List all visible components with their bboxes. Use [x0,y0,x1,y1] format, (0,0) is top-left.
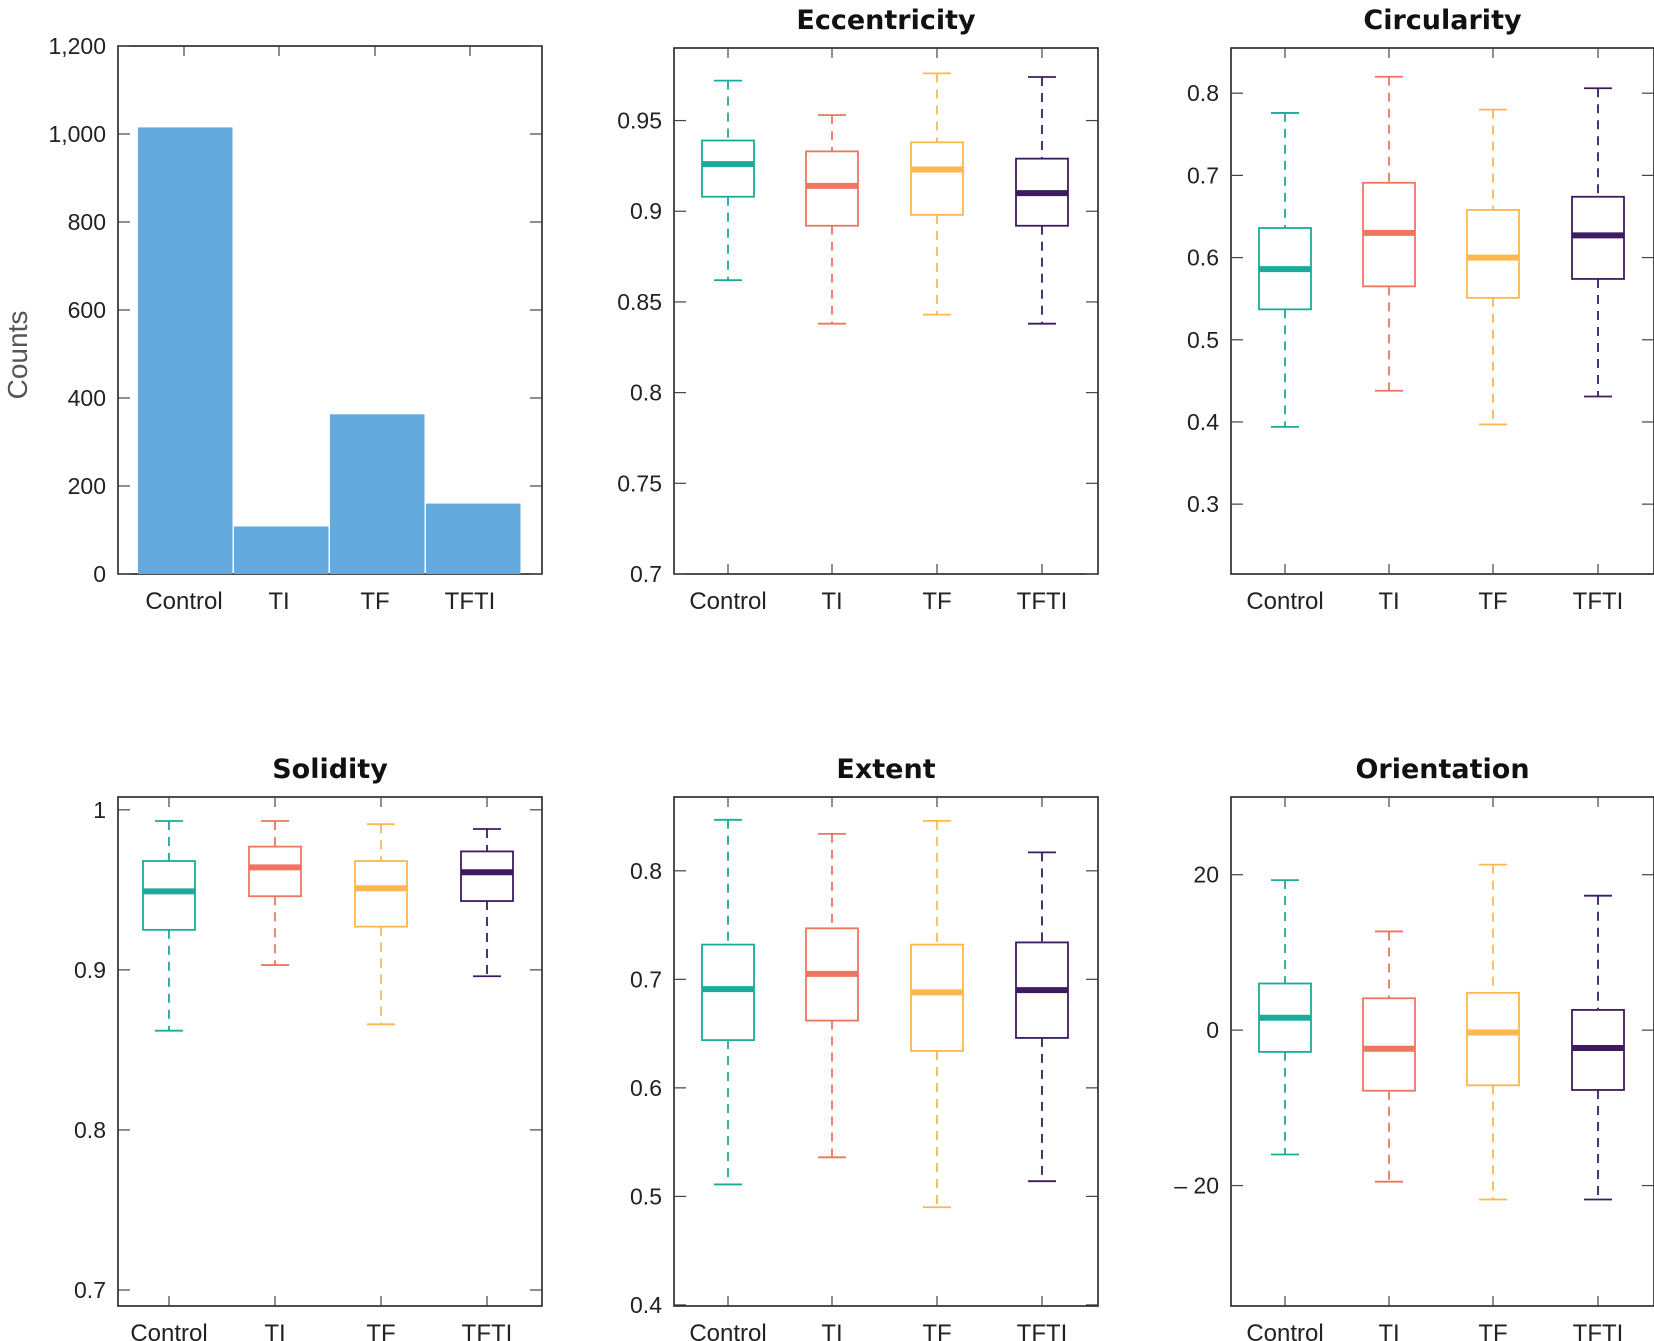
y-tick-label: 0.75 [617,470,662,496]
box-control [701,139,755,198]
x-tick-label: Control [689,588,766,615]
x-tick-label: TI [268,588,289,615]
y-tick-label: 0.7 [1187,162,1219,188]
panel-extent: Extent 0.4 0.5 0.6 0.7 0.8 Control TI TF TFTI [630,754,1099,1341]
bar-tf [330,414,425,574]
x-tick-label: Control [1246,588,1323,615]
x-tick-label: TFTI [445,588,496,615]
chart-title: Eccentricity [796,5,976,36]
x-tick-label: Control [689,1320,766,1341]
y-tick-label: 0.95 [617,108,662,134]
y-tick-label: 0.7 [630,561,662,587]
y-tick-label: 1,000 [48,121,106,147]
y-tick-label: 0.8 [630,858,662,884]
x-tick-label: TF [1478,1320,1507,1341]
y-tick-label: 0.4 [630,1292,662,1318]
x-tick-label: TI [264,1320,285,1341]
x-tick-label: TF [360,588,389,615]
box-tf [910,943,964,1052]
y-tick-label: 0 [93,561,106,587]
box-control [701,943,755,1042]
y-tick-label: 0.5 [1187,327,1219,353]
y-tick-label: 0.6 [1187,245,1219,271]
x-tick-label: TFTI [1573,588,1624,615]
y-tick-label: 20 [1193,862,1219,888]
box-tf [354,860,408,928]
y-tick-label: 0.6 [630,1075,662,1101]
x-tick-label: TF [366,1320,395,1341]
plot-frame [673,796,1099,1307]
x-tick-label: TI [1378,588,1399,615]
panel-solidity: Solidity 0.7 0.8 0.9 1 Control TI TF TFTI [74,754,543,1341]
x-tick-label: Control [130,1320,207,1341]
y-tick-label: 200 [68,473,106,499]
y-tick-label: 800 [68,209,106,235]
y-tick-label: 1 [93,797,106,823]
x-tick-label: TFTI [1573,1320,1624,1341]
chart-title: Orientation [1355,754,1529,785]
y-tick-label: 0.8 [630,380,662,406]
plot-frame [673,47,1099,575]
y-tick-label: 0.3 [1187,491,1219,517]
y-tick-label: 0.8 [1187,80,1219,106]
box-tf [1466,209,1520,299]
x-tick-label: TFTI [1017,1320,1068,1341]
box-ti [1362,997,1416,1092]
x-tick-label: TI [821,588,842,615]
y-tick-label: 0.9 [74,957,106,983]
panel-eccentricity: Eccentricity 0.7 0.75 0.8 0.85 0.9 0.95 Control… [617,5,1099,615]
x-tick-label: TF [922,588,951,615]
y-tick-label: 0.8 [74,1117,106,1143]
x-tick-label: Control [145,588,222,615]
box-tf [910,141,964,216]
y-tick-label: 0.5 [630,1183,662,1209]
plot-frame [1230,796,1654,1307]
x-tick-label: TI [1378,1320,1399,1341]
x-tick-label: TFTI [462,1320,513,1341]
chart-title: Circularity [1363,5,1522,36]
y-tick-label: 0.7 [630,966,662,992]
x-tick-label: TF [1478,588,1507,615]
box-tf [1466,991,1520,1087]
panel-counts: 0 200 400 600 800 1,000 1,200 Control TI TF TFTI Co… [2,33,543,615]
x-tick-label: TI [821,1320,842,1341]
chart-title: Solidity [272,754,388,785]
plot-frame [1230,47,1654,575]
y-tick-label: 400 [68,385,106,411]
bar-tfti [426,503,521,574]
box-control [142,860,196,931]
panel-orientation: Orientation – 20 0 20 Control TI TF TFTI [1174,754,1654,1341]
y-tick-label: 1,200 [48,33,106,59]
box-tfti [460,850,514,902]
box-ti [248,845,302,898]
x-tick-label: Control [1246,1320,1323,1341]
panel-circularity: Circularity 0.3 0.4 0.5 0.6 0.7 0.8 Control TI TF… [1187,5,1654,615]
y-tick-label: 0 [1206,1017,1219,1043]
bar-ti [234,526,329,574]
y-tick-label: 600 [68,297,106,323]
y-axis-title: Counts [2,311,33,400]
y-tick-label: – 20 [1174,1173,1219,1199]
y-tick-label: 0.85 [617,289,662,315]
plot-frame [117,796,543,1307]
x-tick-label: TFTI [1017,588,1068,615]
y-tick-label: 0.9 [630,198,662,224]
x-tick-label: TF [922,1320,951,1341]
y-tick-label: 0.4 [1187,409,1219,435]
bar-control [138,127,233,575]
chart-title: Extent [836,754,935,785]
y-tick-label: 0.7 [74,1277,106,1303]
